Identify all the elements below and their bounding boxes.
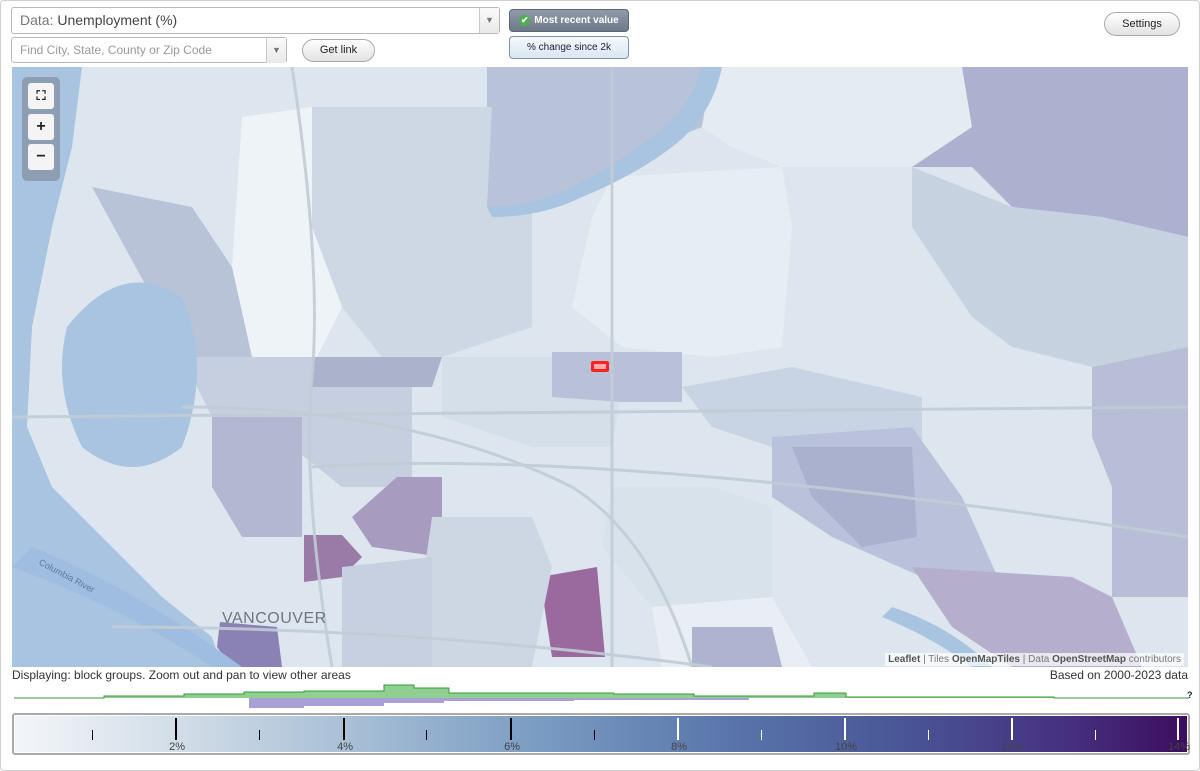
legend-tick <box>677 718 679 740</box>
legend-tick <box>1095 730 1096 740</box>
distribution-histogram <box>14 684 1189 708</box>
attribution-data-link[interactable]: OpenStreetMap <box>1052 654 1126 665</box>
attribution-sep1: | Tiles <box>920 654 952 665</box>
legend-label-12: 12% <box>1000 741 1023 753</box>
legend-tick <box>594 730 595 740</box>
search-input[interactable] <box>12 38 262 62</box>
selected-location-marker[interactable] <box>591 361 609 372</box>
legend-tick <box>426 730 427 740</box>
fullscreen-icon[interactable]: ⛶ <box>28 83 54 109</box>
get-link-button[interactable]: Get link <box>302 39 375 62</box>
city-label: VANCOUVER <box>222 610 327 627</box>
attribution-sep2: | Data <box>1020 654 1053 665</box>
legend-gradient: 2% 4% 6% 8% 10% 12% 14% <box>15 716 1190 753</box>
color-legend[interactable]: 2% 4% 6% 8% 10% 12% 14% <box>12 713 1190 755</box>
attribution-leaflet-link[interactable]: Leaflet <box>888 654 921 665</box>
display-status: Displaying: block groups. Zoom out and p… <box>12 668 351 682</box>
most-recent-value-button[interactable]: ✔ Most recent value <box>509 9 629 32</box>
most-recent-value-label: Most recent value <box>534 15 619 26</box>
map-attribution: Leaflet | Tiles OpenMapTiles | Data Open… <box>885 653 1184 666</box>
choropleth-map[interactable]: ⛶ + − VANCOUVER Columbia River Leaflet |… <box>12 67 1188 667</box>
settings-button[interactable]: Settings <box>1104 12 1180 36</box>
attribution-suffix: contributors <box>1125 654 1181 665</box>
location-search[interactable]: ▼ <box>11 37 287 63</box>
attribution-tiles-link[interactable]: OpenMapTiles <box>951 654 1020 665</box>
data-select-prefix: Data: <box>20 12 54 28</box>
legend-tick <box>1011 718 1013 740</box>
minus-icon[interactable]: − <box>28 144 54 170</box>
data-select[interactable]: Data: Unemployment (%) ▼ <box>11 7 500 34</box>
data-range-status: Based on 2000-2023 data <box>1049 668 1188 682</box>
percent-change-button[interactable]: % change since 2k <box>509 36 629 59</box>
legend-label-10: 10% <box>834 741 857 753</box>
check-icon: ✔ <box>519 14 531 26</box>
legend-label-8: 8% <box>671 741 687 753</box>
legend-tick <box>1177 718 1179 740</box>
legend-label-14: 14% <box>1167 741 1190 753</box>
legend-tick <box>259 730 260 740</box>
legend-tick <box>844 718 846 740</box>
legend-label-2: 2% <box>169 741 185 753</box>
legend-tick <box>175 718 177 740</box>
legend-tick <box>92 730 93 740</box>
zoom-control: ⛶ + − <box>22 77 60 181</box>
legend-tick <box>928 730 929 740</box>
plus-icon[interactable]: + <box>28 114 54 140</box>
help-icon[interactable]: ? <box>1187 690 1193 700</box>
chevron-down-icon[interactable]: ▼ <box>266 38 286 63</box>
chevron-down-icon[interactable]: ▼ <box>479 8 499 33</box>
legend-tick <box>343 718 345 740</box>
map-canvas <box>12 67 1188 667</box>
legend-label-6: 6% <box>504 741 520 753</box>
legend-tick <box>510 718 512 740</box>
legend-label-4: 4% <box>337 741 353 753</box>
data-select-value: Unemployment (%) <box>57 12 178 28</box>
legend-tick <box>761 730 762 740</box>
